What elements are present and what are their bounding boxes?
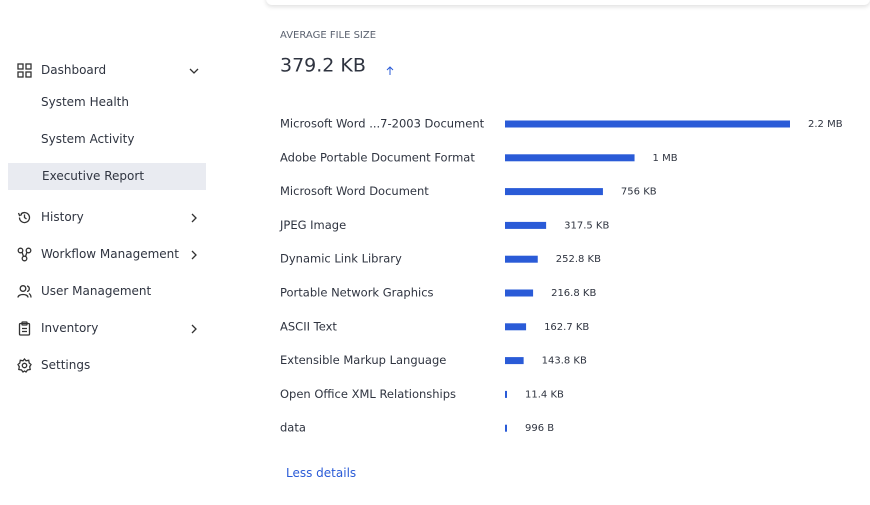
nav-label: User Management bbox=[41, 284, 152, 298]
icon bbox=[17, 358, 32, 373]
value-label: 756 KB bbox=[621, 187, 657, 198]
value-label: 143.8 KB bbox=[542, 356, 587, 367]
chevron bbox=[191, 324, 197, 334]
nav-item[interactable]: User Management bbox=[8, 278, 206, 305]
bar-label: data bbox=[280, 421, 306, 435]
bar-label: ASCII Text bbox=[280, 319, 337, 333]
bar-label: Adobe Portable Document Format bbox=[280, 150, 475, 164]
stat-value: 379.2 KB bbox=[280, 55, 366, 77]
value-label: 1 MB bbox=[653, 153, 678, 164]
stat-label: AVERAGE FILE SIZE bbox=[280, 30, 376, 41]
value-label: 2.2 MB bbox=[808, 119, 843, 130]
icon bbox=[17, 63, 32, 78]
icon bbox=[18, 321, 31, 336]
bar bbox=[505, 154, 635, 162]
value-label: 252.8 KB bbox=[556, 254, 601, 265]
subnav-item[interactable]: System Activity bbox=[8, 126, 206, 153]
nav-item[interactable]: Inventory bbox=[8, 315, 206, 342]
nav-label: Settings bbox=[41, 358, 91, 372]
bar-label: Open Office XML Relationships bbox=[280, 387, 456, 401]
chevron bbox=[191, 250, 197, 260]
less-details-link[interactable]: Less details bbox=[286, 466, 357, 480]
card-edge bbox=[266, 0, 870, 5]
value-label: 162.7 KB bbox=[544, 322, 589, 333]
nav-label: System Health bbox=[41, 95, 129, 109]
value-label: 996 B bbox=[525, 423, 554, 434]
bar bbox=[505, 221, 547, 229]
bar bbox=[505, 357, 524, 365]
nav-label: Dashboard bbox=[41, 63, 107, 77]
subnav-item[interactable]: Executive Report bbox=[8, 163, 206, 190]
bar-label: JPEG Image bbox=[279, 218, 346, 232]
bar bbox=[505, 289, 534, 297]
chevron bbox=[191, 213, 197, 223]
nav-item[interactable]: Settings bbox=[8, 352, 206, 379]
nav-label: System Activity bbox=[41, 132, 135, 146]
nav-label: Workflow Management bbox=[41, 247, 179, 261]
bar bbox=[505, 120, 790, 128]
value-label: 11.4 KB bbox=[525, 389, 564, 400]
icon bbox=[17, 211, 31, 224]
nav-label: History bbox=[41, 210, 84, 224]
icon bbox=[17, 285, 32, 298]
bar-label: Portable Network Graphics bbox=[280, 286, 434, 300]
nav-item[interactable]: Workflow Management bbox=[8, 241, 206, 268]
bar bbox=[505, 255, 538, 263]
nav-item[interactable]: History bbox=[8, 204, 206, 231]
bar-label: Extensible Markup Language bbox=[280, 353, 446, 367]
bar bbox=[505, 323, 527, 331]
bar bbox=[505, 188, 603, 196]
chart: AVERAGE FILE SIZE 379.2 KB Microsoft Wor… bbox=[279, 30, 843, 435]
sidebar: Dashboard System Health System Activity … bbox=[0, 0, 214, 505]
value-label: 216.8 KB bbox=[551, 288, 596, 299]
nav-label: Executive Report bbox=[42, 169, 145, 183]
nav-item[interactable]: Dashboard bbox=[8, 57, 206, 84]
chevron bbox=[189, 68, 199, 74]
bar bbox=[505, 390, 507, 398]
bar bbox=[505, 424, 507, 432]
nav-label: Inventory bbox=[41, 321, 99, 335]
bar-label: Microsoft Word Document bbox=[280, 184, 429, 198]
trend-arrow bbox=[386, 66, 394, 75]
icon bbox=[17, 247, 32, 262]
value-label: 317.5 KB bbox=[564, 220, 609, 231]
bar-label: Dynamic Link Library bbox=[280, 252, 402, 266]
subnav-item[interactable]: System Health bbox=[8, 89, 206, 116]
bar-label: Microsoft Word ...7-2003 Document bbox=[280, 117, 485, 131]
